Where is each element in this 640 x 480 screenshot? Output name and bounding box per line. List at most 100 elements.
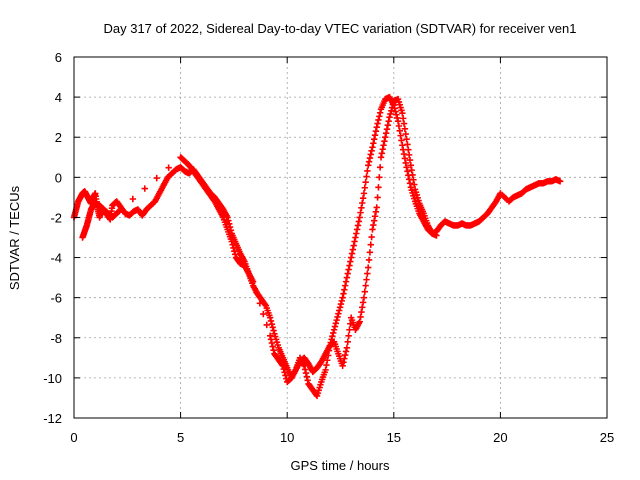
data-point: [389, 101, 397, 108]
data-point: [404, 141, 411, 148]
data-point: [279, 362, 287, 370]
data-point: [394, 117, 402, 125]
data-point: [117, 206, 125, 213]
data-point: [368, 233, 375, 241]
data-points: [70, 93, 564, 400]
data-point: [225, 217, 232, 224]
y-tick-label: -10: [43, 371, 62, 386]
data-point: [385, 117, 392, 125]
data-point: [344, 270, 351, 277]
data-point: [368, 147, 375, 155]
data-point: [370, 221, 377, 229]
data-point: [379, 146, 386, 153]
data-point: [366, 154, 374, 162]
data-point: [344, 338, 351, 345]
data-point: [381, 138, 388, 145]
data-point: [267, 317, 275, 325]
data-point: [346, 326, 353, 333]
data-point: [153, 174, 160, 182]
data-point: [399, 115, 407, 122]
x-tick-label: 0: [70, 430, 77, 445]
data-point: [332, 320, 340, 327]
data-point: [369, 144, 376, 151]
data-point: [363, 276, 370, 283]
data-point: [263, 321, 270, 329]
data-point: [341, 286, 348, 293]
x-axis-label: GPS time / hours: [291, 458, 390, 473]
data-point: [386, 113, 393, 121]
data-point: [360, 294, 368, 301]
data-point: [408, 166, 415, 174]
y-tick-label: -4: [50, 251, 62, 266]
data-point: [267, 336, 275, 343]
data-point: [365, 256, 373, 264]
data-point: [362, 282, 369, 289]
data-point: [270, 327, 277, 334]
data-point: [370, 140, 377, 147]
data-point: [278, 361, 286, 368]
data-point: [270, 347, 277, 354]
data-point: [322, 366, 329, 374]
data-point: [330, 326, 338, 333]
data-point: [281, 369, 288, 376]
data-point: [341, 282, 349, 289]
data-point: [339, 362, 346, 370]
data-point: [351, 238, 358, 245]
data-point: [116, 207, 124, 214]
data-point: [361, 184, 369, 191]
y-tick-label: 2: [55, 130, 62, 145]
data-point: [342, 348, 350, 355]
data-point: [376, 164, 384, 171]
data-point: [376, 113, 383, 120]
data-point: [348, 250, 356, 257]
data-point: [392, 108, 399, 115]
data-point: [341, 351, 349, 359]
data-point: [347, 254, 355, 261]
y-tick-label: 0: [55, 170, 62, 185]
data-point: [353, 230, 360, 237]
data-point: [405, 151, 413, 159]
data-point: [256, 300, 264, 307]
data-point: [226, 220, 233, 228]
data-point: [398, 137, 405, 144]
data-point: [393, 111, 400, 118]
data-point: [401, 125, 409, 132]
data-point: [362, 178, 369, 186]
data-point: [395, 122, 403, 130]
data-point: [282, 372, 289, 379]
data-point: [336, 307, 343, 314]
x-tick-label: 10: [280, 430, 294, 445]
data-point: [331, 323, 339, 330]
data-point: [335, 310, 342, 317]
data-point: [129, 195, 137, 203]
data-point: [399, 142, 406, 149]
data-point: [365, 162, 372, 169]
data-point: [333, 316, 340, 324]
data-point: [356, 318, 363, 325]
data-point: [301, 366, 309, 373]
y-tick-label: -2: [50, 210, 62, 225]
data-point: [341, 355, 348, 362]
data-point: [367, 241, 374, 248]
chart-title: Day 317 of 2022, Sidereal Day-to-day VTE…: [103, 21, 576, 36]
y-tick-label: 4: [55, 90, 62, 105]
data-point: [404, 168, 411, 175]
data-point: [365, 158, 373, 165]
data-point: [359, 199, 366, 207]
data-point: [400, 150, 408, 158]
data-point: [268, 339, 276, 347]
x-tick-label: 15: [387, 430, 401, 445]
data-point: [229, 241, 236, 248]
data-point: [253, 289, 260, 296]
data-point: [340, 359, 347, 366]
data-point: [405, 146, 412, 153]
data-point: [357, 209, 364, 216]
data-point: [266, 314, 274, 321]
y-axis-label: SDTVAR / TECUs: [7, 185, 22, 290]
data-point: [383, 126, 391, 133]
data-point: [366, 249, 374, 256]
data-point: [280, 365, 287, 373]
data-point: [338, 297, 345, 305]
data-point: [382, 134, 389, 141]
